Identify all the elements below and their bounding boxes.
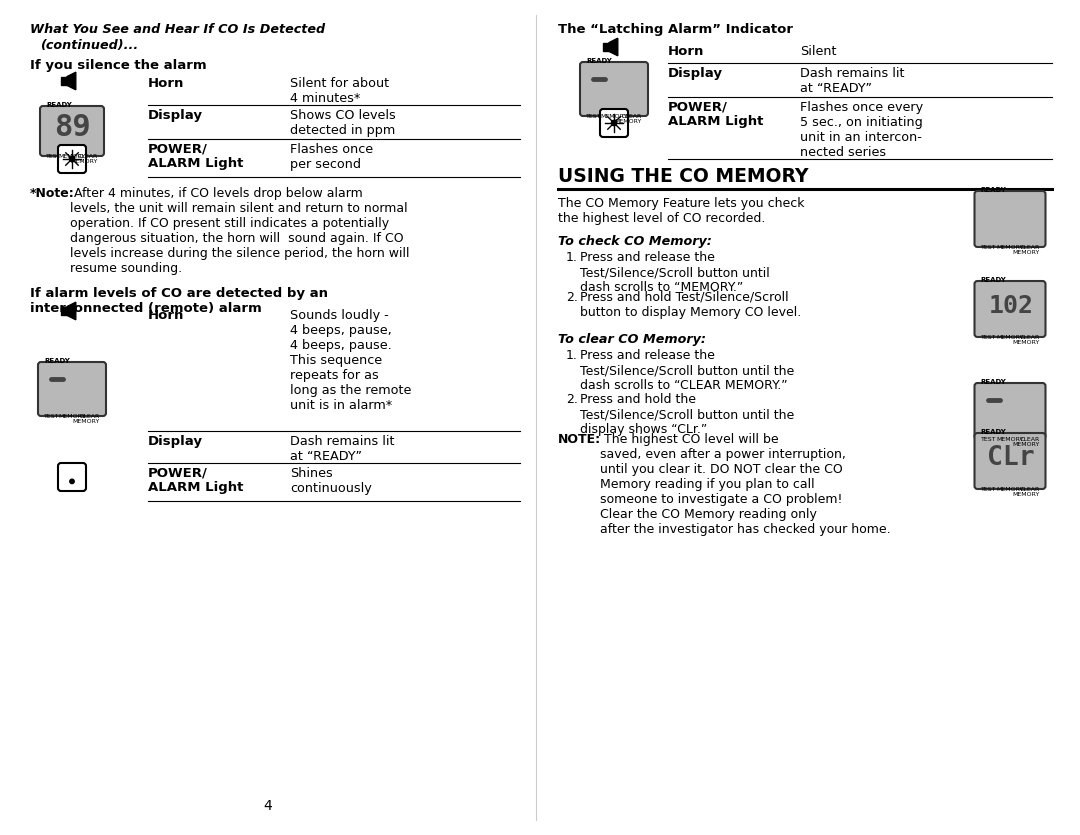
Polygon shape — [62, 77, 67, 85]
Circle shape — [70, 479, 75, 483]
Text: NOTE:: NOTE: — [558, 433, 602, 446]
Text: The highest CO level will be
saved, even after a power interruption,
until you c: The highest CO level will be saved, even… — [600, 433, 891, 536]
Text: Dash remains lit
at “READY”: Dash remains lit at “READY” — [800, 67, 905, 95]
Text: The “Latching Alarm” Indicator: The “Latching Alarm” Indicator — [558, 23, 793, 36]
FancyBboxPatch shape — [38, 362, 106, 416]
Circle shape — [69, 156, 75, 162]
Text: ALARM Light: ALARM Light — [148, 481, 243, 494]
Text: The CO Memory Feature lets you check
the highest level of CO recorded.: The CO Memory Feature lets you check the… — [558, 197, 805, 225]
Text: (continued)...: (continued)... — [40, 39, 138, 52]
Text: MEMORY: MEMORY — [997, 245, 1024, 250]
Text: 2.: 2. — [566, 393, 578, 406]
Text: TEST: TEST — [981, 437, 996, 442]
Text: If you silence the alarm: If you silence the alarm — [30, 59, 206, 72]
Text: USING THE CO MEMORY: USING THE CO MEMORY — [558, 167, 809, 186]
FancyBboxPatch shape — [600, 109, 627, 137]
FancyBboxPatch shape — [974, 191, 1045, 247]
Text: Sounds loudly -
4 beeps, pause,
4 beeps, pause.
This sequence
repeats for as
lon: Sounds loudly - 4 beeps, pause, 4 beeps,… — [291, 309, 411, 412]
Text: To check CO Memory:: To check CO Memory: — [558, 235, 712, 248]
Text: READY: READY — [46, 102, 71, 108]
Text: Shows CO levels
detected in ppm: Shows CO levels detected in ppm — [291, 109, 395, 137]
Text: READY: READY — [981, 277, 1007, 283]
Circle shape — [611, 120, 617, 125]
Text: ALARM Light: ALARM Light — [148, 157, 243, 170]
Text: If alarm levels of CO are detected by an
interconnected (remote) alarm: If alarm levels of CO are detected by an… — [30, 287, 328, 315]
FancyBboxPatch shape — [58, 145, 86, 173]
Text: MEMORY: MEMORY — [600, 114, 627, 119]
Polygon shape — [67, 72, 76, 90]
FancyBboxPatch shape — [580, 62, 648, 116]
Text: Display: Display — [669, 67, 723, 80]
Text: POWER/: POWER/ — [148, 143, 207, 156]
Text: POWER/: POWER/ — [148, 467, 207, 480]
Text: CLEAR
MEMORY: CLEAR MEMORY — [1012, 335, 1039, 345]
Polygon shape — [62, 306, 67, 316]
Text: CLEAR
MEMORY: CLEAR MEMORY — [615, 114, 642, 124]
FancyBboxPatch shape — [58, 463, 86, 491]
Text: Flashes once every
5 sec., on initiating
unit in an intercon-
nected series: Flashes once every 5 sec., on initiating… — [800, 101, 923, 159]
Text: 102: 102 — [988, 294, 1034, 318]
Text: TEST: TEST — [981, 335, 996, 340]
Polygon shape — [604, 43, 609, 52]
Text: Horn: Horn — [669, 45, 704, 58]
Text: CLr: CLr — [987, 445, 1035, 471]
Text: ALARM Light: ALARM Light — [669, 115, 764, 128]
Text: CLEAR
MEMORY: CLEAR MEMORY — [1012, 487, 1039, 497]
Text: Silent: Silent — [800, 45, 837, 58]
Text: Silent for about
4 minutes*: Silent for about 4 minutes* — [291, 77, 389, 105]
Text: READY: READY — [44, 358, 70, 364]
Text: TEST: TEST — [981, 487, 996, 492]
Text: CLEAR
MEMORY: CLEAR MEMORY — [70, 154, 98, 164]
Text: Flashes once
per second: Flashes once per second — [291, 143, 373, 171]
Text: Display: Display — [148, 435, 203, 448]
Text: 1.: 1. — [566, 349, 578, 362]
Text: READY: READY — [981, 429, 1007, 435]
Text: Press and hold Test/Silence/Scroll
button to display Memory CO level.: Press and hold Test/Silence/Scroll butto… — [580, 291, 801, 319]
Text: What You See and Hear If CO Is Detected: What You See and Hear If CO Is Detected — [30, 23, 325, 36]
FancyBboxPatch shape — [974, 433, 1045, 489]
Text: MEMORY: MEMORY — [997, 335, 1024, 340]
Text: *Note:: *Note: — [30, 187, 75, 200]
Text: MEMORY: MEMORY — [58, 154, 85, 159]
Text: READY: READY — [586, 58, 611, 64]
Text: TEST: TEST — [46, 154, 62, 159]
Text: MEMORY: MEMORY — [997, 487, 1024, 492]
Text: Press and hold the
Test/Silence/Scroll button until the
display shows “CLr.”: Press and hold the Test/Silence/Scroll b… — [580, 393, 794, 436]
Text: Horn: Horn — [148, 77, 185, 90]
Text: 4: 4 — [264, 799, 272, 813]
Polygon shape — [609, 38, 618, 56]
FancyBboxPatch shape — [974, 383, 1045, 439]
Text: 2.: 2. — [566, 291, 578, 304]
Text: TEST: TEST — [981, 245, 996, 250]
FancyBboxPatch shape — [40, 106, 104, 156]
Polygon shape — [67, 302, 76, 320]
Text: POWER/: POWER/ — [669, 101, 728, 114]
Text: MEMORY: MEMORY — [58, 414, 85, 419]
Text: CLEAR
MEMORY: CLEAR MEMORY — [1012, 245, 1039, 255]
Text: TEST: TEST — [44, 414, 59, 419]
Text: 1.: 1. — [566, 251, 578, 264]
Text: Shines
continuously: Shines continuously — [291, 467, 372, 495]
Text: TEST: TEST — [586, 114, 602, 119]
Text: CLEAR
MEMORY: CLEAR MEMORY — [72, 414, 100, 423]
Text: Horn: Horn — [148, 309, 185, 322]
Text: CLEAR
MEMORY: CLEAR MEMORY — [1012, 437, 1039, 447]
Text: Display: Display — [148, 109, 203, 122]
Text: After 4 minutes, if CO levels drop below alarm
levels, the unit will remain sile: After 4 minutes, if CO levels drop below… — [70, 187, 409, 275]
Text: MEMORY: MEMORY — [997, 437, 1024, 442]
Text: To clear CO Memory:: To clear CO Memory: — [558, 333, 706, 346]
FancyBboxPatch shape — [974, 281, 1045, 337]
Text: Press and release the
Test/Silence/Scroll button until
dash scrolls to “MEMORY.”: Press and release the Test/Silence/Scrol… — [580, 251, 770, 294]
Text: READY: READY — [981, 187, 1007, 193]
Text: Dash remains lit
at “READY”: Dash remains lit at “READY” — [291, 435, 394, 463]
Text: READY: READY — [981, 379, 1007, 385]
Text: Press and release the
Test/Silence/Scroll button until the
dash scrolls to “CLEA: Press and release the Test/Silence/Scrol… — [580, 349, 794, 392]
Text: 89: 89 — [55, 114, 92, 143]
